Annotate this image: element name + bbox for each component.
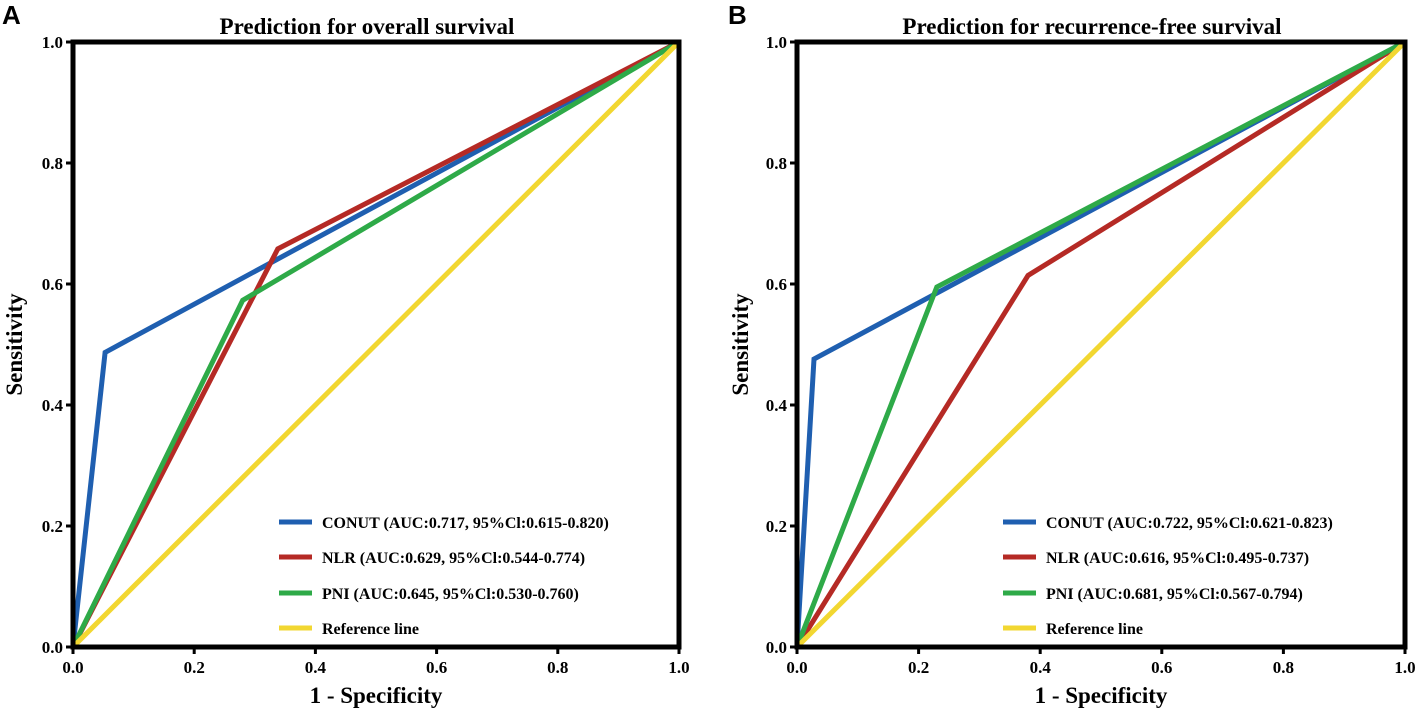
panel-label: B xyxy=(728,0,747,30)
x-axis-label: 1 - Specificity xyxy=(310,683,443,708)
x-tick-label: 0.4 xyxy=(1030,658,1052,677)
x-tick-label: 1.0 xyxy=(668,658,689,677)
y-tick-label: 0.0 xyxy=(42,638,63,657)
legend-entry: CONUT (AUC:0.717, 95%Cl:0.615-0.820) xyxy=(322,515,609,532)
y-tick-label: 0.4 xyxy=(42,396,64,415)
x-axis-label: 1 - Specificity xyxy=(1035,683,1168,708)
x-tick-label: 0.8 xyxy=(547,658,568,677)
series-line-pni xyxy=(794,39,1407,648)
chart-panel-a: A Prediction for overall survival 0.0 0.2 0.… xyxy=(2,0,690,708)
y-axis-label: Sensitivity xyxy=(728,293,753,396)
x-tick-label: 0.2 xyxy=(184,658,205,677)
legend: CONUT (AUC:0.717, 95%Cl:0.615-0.820) NLR … xyxy=(279,515,609,638)
legend: CONUT (AUC:0.722, 95%Cl:0.621-0.823) NLR … xyxy=(1003,515,1333,638)
y-tick-label: 0.6 xyxy=(42,275,63,294)
legend-entry: NLR (AUC:0.629, 95%Cl:0.544-0.774) xyxy=(322,550,585,567)
y-tick-label: 0.8 xyxy=(42,154,63,173)
y-tick-label: 0.2 xyxy=(766,517,787,536)
chart-title: Prediction for recurrence-free survival xyxy=(902,14,1281,39)
x-tick-label: 1.0 xyxy=(1394,658,1415,677)
legend-entry: NLR (AUC:0.616, 95%Cl:0.495-0.737) xyxy=(1046,550,1309,567)
x-tick-label: 0.0 xyxy=(786,658,807,677)
y-tick-label: 0.4 xyxy=(766,396,788,415)
plot-frame xyxy=(70,39,682,650)
y-tick-label: 0.0 xyxy=(766,638,787,657)
series-line-nlr xyxy=(70,39,681,649)
plot-frame xyxy=(794,39,1408,650)
legend-entry: Reference line xyxy=(1046,621,1143,638)
legend-entry: PNI (AUC:0.645, 95%Cl:0.530-0.760) xyxy=(322,586,579,603)
y-tick-label: 1.0 xyxy=(42,33,63,52)
series-line-reference xyxy=(795,40,1407,649)
x-tick-label: 0.0 xyxy=(62,658,83,677)
x-tick-label: 0.6 xyxy=(426,658,447,677)
y-tick-label: 0.2 xyxy=(42,517,63,536)
y-tick-label: 1.0 xyxy=(766,33,787,52)
y-tick-label: 0.6 xyxy=(766,275,787,294)
x-tick-label: 0.8 xyxy=(1273,658,1294,677)
series-line-pni xyxy=(70,39,681,649)
x-tick-label: 0.4 xyxy=(305,658,327,677)
legend-entry: CONUT (AUC:0.722, 95%Cl:0.621-0.823) xyxy=(1046,515,1333,532)
legend-entry: Reference line xyxy=(322,621,419,638)
series-line-conut xyxy=(70,39,681,648)
y-tick-label: 0.8 xyxy=(766,154,787,173)
legend-entry: PNI (AUC:0.681, 95%Cl:0.567-0.794) xyxy=(1046,586,1303,603)
chart-panel-b: B Prediction for recurrence-free survival… xyxy=(728,0,1416,708)
series-line-reference xyxy=(71,40,681,649)
x-tick-label: 0.2 xyxy=(908,658,929,677)
y-axis-label: Sensitivity xyxy=(2,293,27,396)
x-tick-label: 0.6 xyxy=(1151,658,1172,677)
chart-title: Prediction for overall survival xyxy=(220,14,515,39)
panel-label: A xyxy=(2,0,21,30)
series-line-nlr xyxy=(794,39,1407,649)
